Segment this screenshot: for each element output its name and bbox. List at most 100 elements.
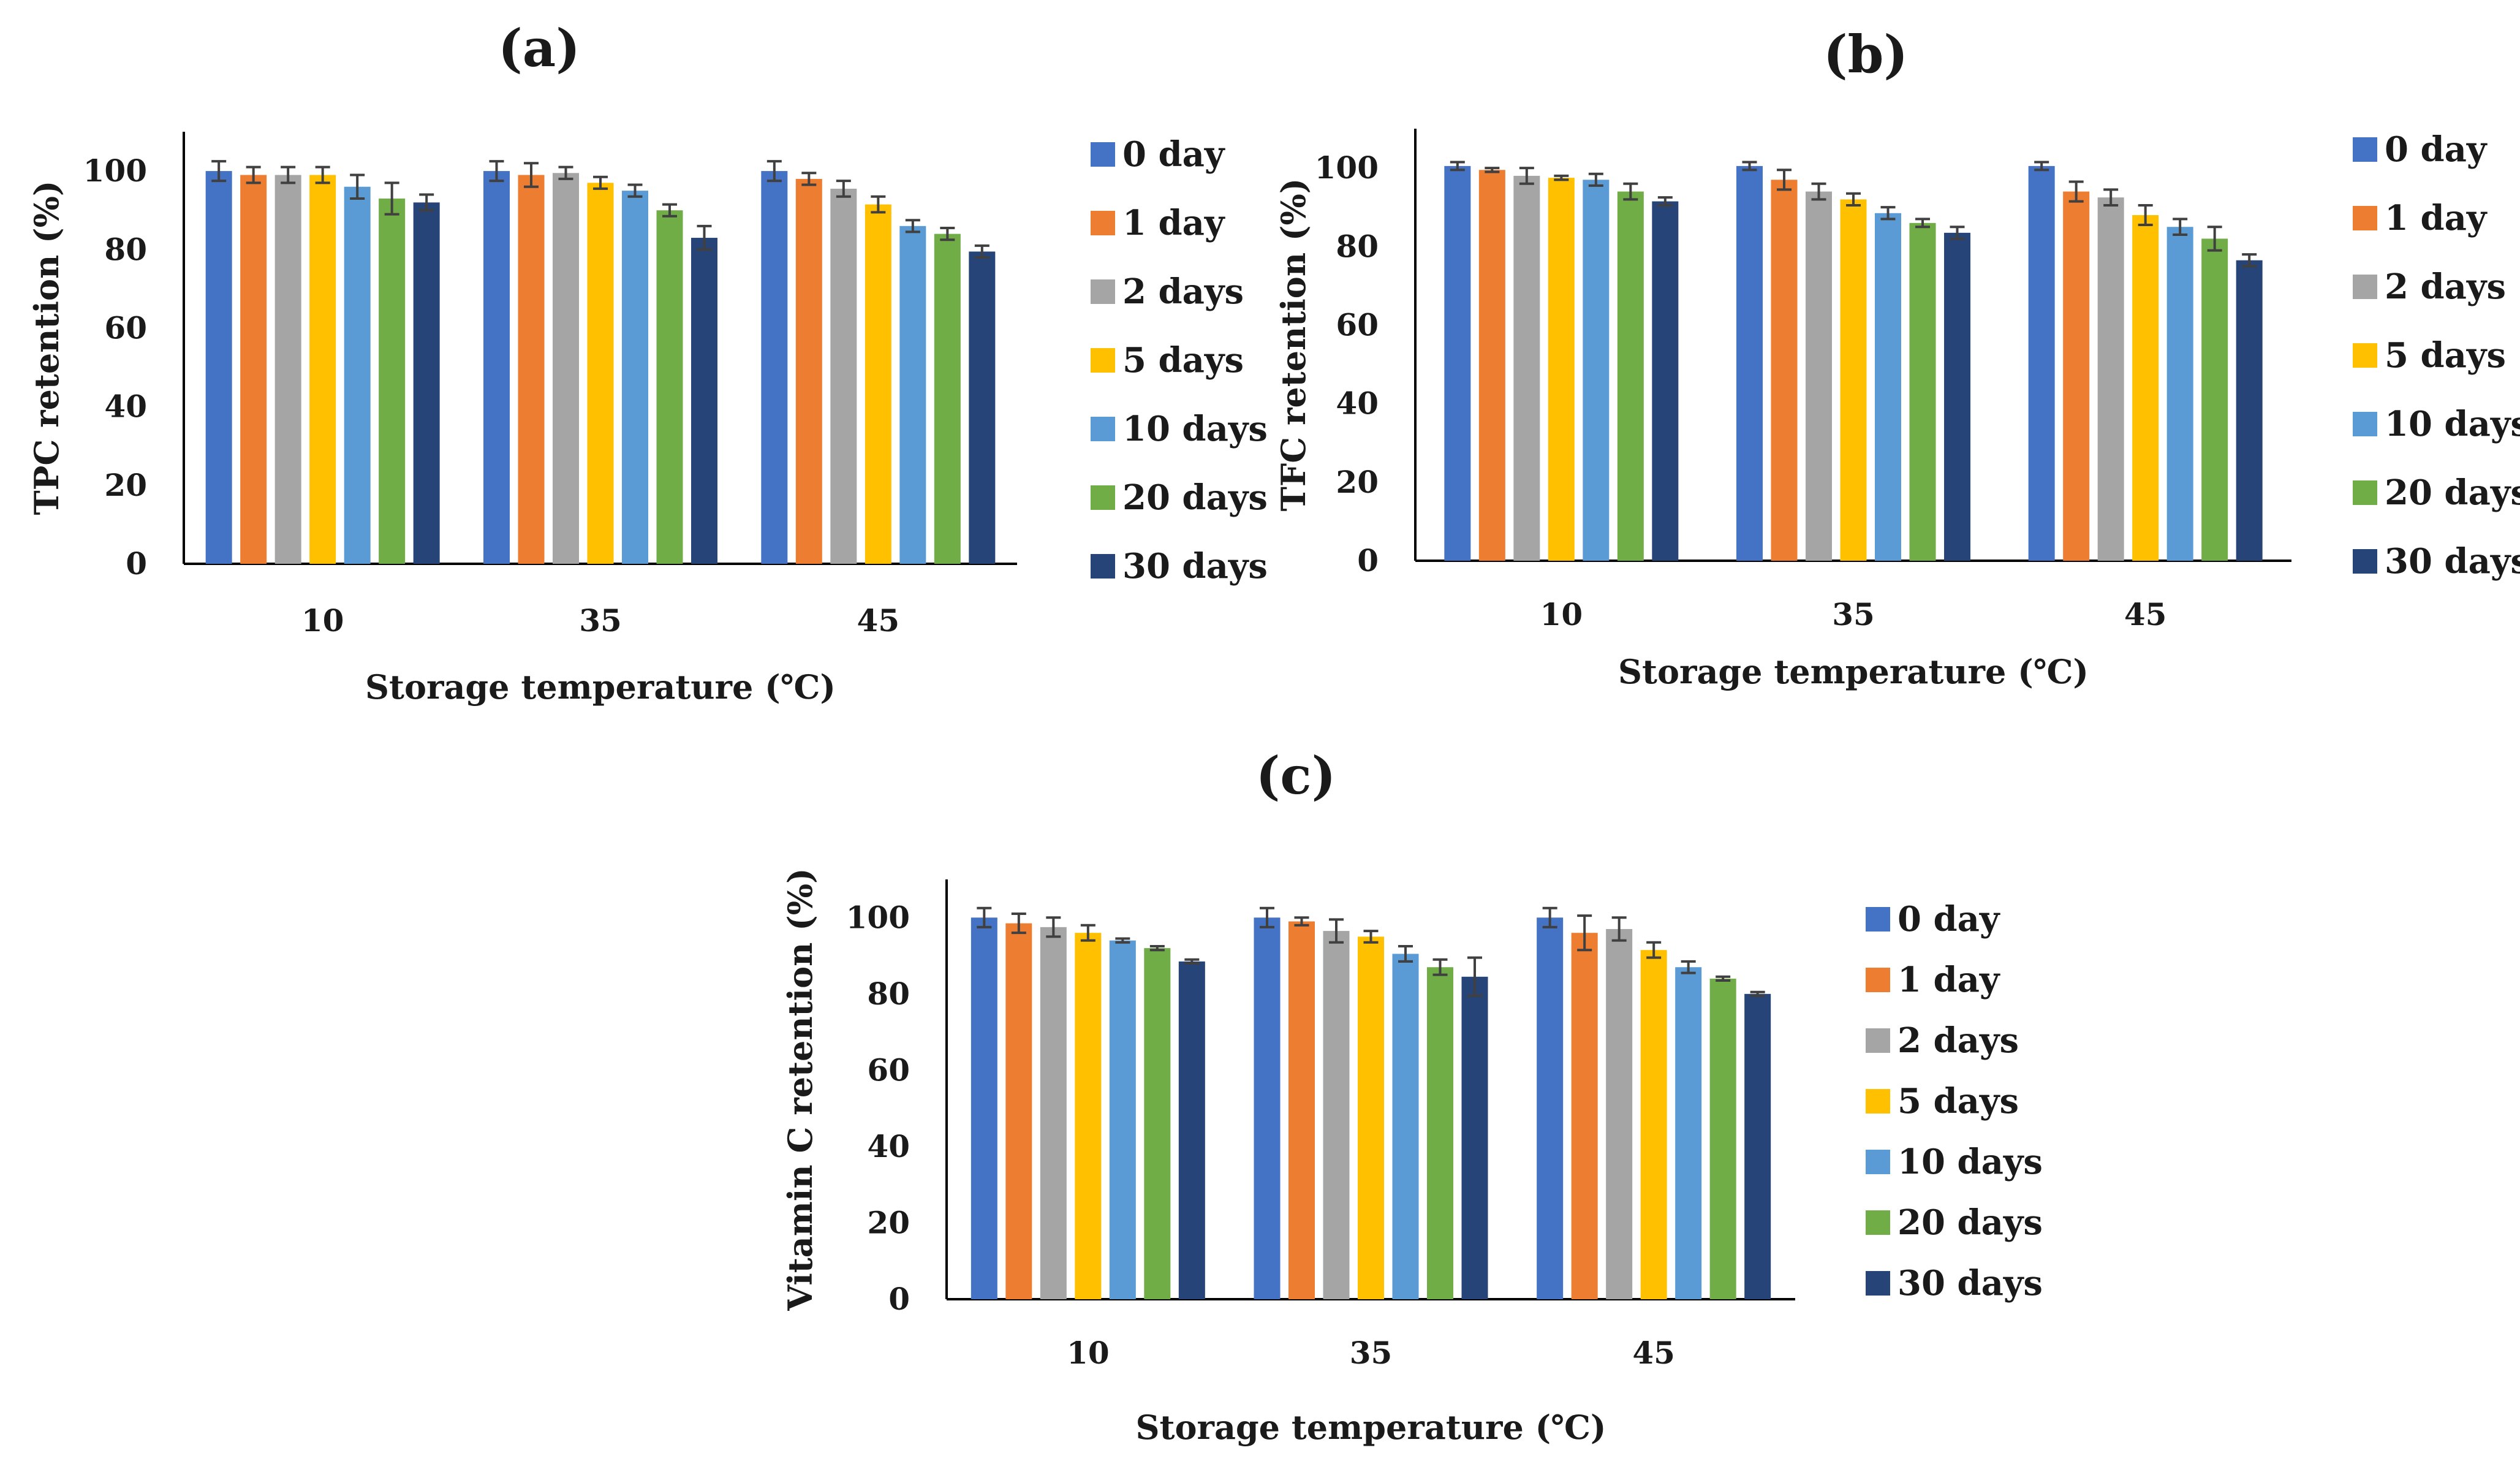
legend-swatch: [1091, 417, 1115, 441]
y-axis-title: Vitamin C retention (%): [781, 868, 820, 1311]
y-tick-label: 100: [846, 899, 910, 935]
legend-swatch: [2353, 275, 2377, 299]
x-tick-label: 35: [1350, 1335, 1393, 1371]
legend-swatch: [2353, 137, 2377, 162]
bar: [2132, 215, 2159, 561]
legend-label: 0 day: [1122, 134, 1225, 175]
bar: [2236, 260, 2263, 561]
x-axis-title: Storage temperature (℃): [365, 667, 836, 707]
legend-swatch: [2353, 206, 2377, 230]
y-tick-label: 60: [867, 1052, 910, 1088]
bar: [1358, 936, 1384, 1299]
y-tick-label: 40: [867, 1128, 910, 1164]
legend-label: 1 day: [2385, 198, 2488, 238]
bar: [1617, 191, 1644, 561]
legend-label: 2 days: [1122, 271, 1244, 312]
x-tick-label: 10: [301, 602, 344, 639]
bar: [971, 917, 997, 1299]
bar: [1537, 917, 1564, 1299]
bar: [2166, 227, 2193, 561]
legend-swatch: [1866, 968, 1890, 992]
bar: [622, 191, 648, 564]
legend-label: 5 days: [1898, 1081, 2019, 1121]
bar: [1583, 180, 1610, 561]
bar: [1288, 921, 1315, 1299]
bar: [1652, 201, 1679, 561]
bar: [1178, 961, 1205, 1299]
legend-swatch: [1866, 907, 1890, 932]
legend-swatch: [1091, 279, 1115, 304]
bar: [865, 204, 891, 564]
panel-title: (a): [498, 18, 580, 78]
y-tick-label: 100: [83, 153, 147, 189]
bar: [969, 251, 996, 564]
bar: [1254, 917, 1281, 1299]
chart-panel-2: (c) 0 20 40 60 80 100 Vitamin C retention (%) 10…: [781, 745, 2043, 1447]
bar: [1675, 967, 1702, 1299]
bar: [1548, 178, 1575, 561]
x-tick-label: 35: [579, 602, 622, 639]
legend-swatch: [2353, 412, 2377, 436]
legend-label: 10 days: [2385, 404, 2520, 444]
bar: [1944, 232, 1970, 561]
chart-panel-0: (a) 0 20 40 60 80 100 TPC retention (%) 10 35 45 St…: [27, 18, 1268, 707]
legend-swatch: [1091, 142, 1115, 167]
y-tick-label: 80: [104, 231, 147, 267]
y-axis-title: TFC retention (%): [1274, 178, 1313, 512]
x-tick-label: 10: [1540, 596, 1583, 632]
x-tick-label: 35: [1832, 596, 1875, 632]
legend-label: 0 day: [2385, 129, 2488, 170]
bar: [795, 178, 822, 564]
y-tick-label: 20: [1336, 464, 1379, 500]
y-tick-label: 0: [126, 545, 147, 582]
bar: [344, 186, 371, 564]
y-tick-label: 0: [1357, 542, 1379, 579]
bar: [2063, 191, 2090, 561]
bar: [1709, 978, 1736, 1299]
y-tick-label: 40: [104, 389, 147, 425]
x-tick-label: 45: [1632, 1335, 1675, 1371]
bar: [1392, 954, 1419, 1299]
y-tick-label: 0: [888, 1281, 910, 1317]
legend-label: 1 day: [1898, 960, 2000, 1000]
bar: [691, 238, 717, 564]
bar: [1875, 213, 1901, 561]
y-tick-label: 60: [104, 309, 147, 346]
y-tick-label: 60: [1336, 306, 1379, 343]
legend-swatch: [1091, 348, 1115, 373]
bar: [1323, 931, 1350, 1299]
bar: [553, 173, 579, 564]
legend-swatch: [1866, 1028, 1890, 1053]
bar: [309, 175, 336, 564]
x-tick-label: 10: [1067, 1335, 1110, 1371]
legend-swatch: [2353, 549, 2377, 574]
bar: [1461, 976, 1488, 1299]
bar: [240, 175, 267, 564]
x-tick-label: 45: [857, 602, 900, 639]
legend-swatch: [1091, 554, 1115, 579]
legend-label: 1 day: [1122, 203, 1225, 243]
legend-label: 30 days: [1898, 1263, 2043, 1304]
bar: [1736, 165, 1763, 561]
bar: [761, 171, 788, 564]
y-tick-label: 20: [104, 467, 147, 503]
legend-swatch: [2353, 343, 2377, 368]
legend-swatch: [1866, 1271, 1890, 1296]
y-tick-label: 100: [1315, 150, 1379, 186]
bar: [1744, 993, 1771, 1299]
bar: [518, 175, 545, 564]
bar: [1606, 928, 1633, 1299]
bar: [934, 233, 961, 564]
bar: [483, 171, 510, 564]
legend-swatch: [1866, 1150, 1890, 1174]
bar: [413, 202, 440, 564]
legend-label: 30 days: [2385, 541, 2520, 582]
bar: [830, 188, 857, 564]
bar: [1427, 967, 1453, 1299]
x-axis-title: Storage temperature (℃): [1136, 1408, 1606, 1447]
legend-label: 20 days: [1122, 477, 1268, 518]
bar: [1806, 191, 1832, 561]
bar: [379, 198, 406, 564]
